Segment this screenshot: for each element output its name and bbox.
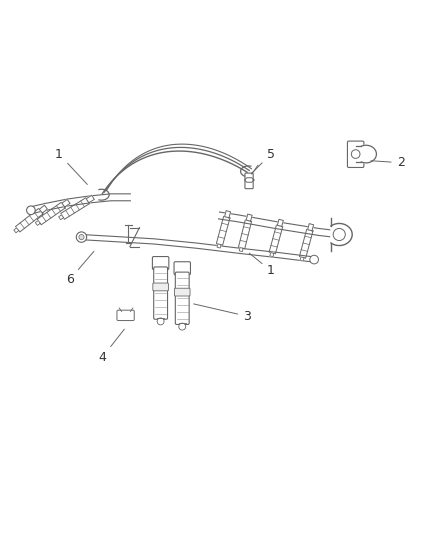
Polygon shape (62, 199, 70, 207)
Circle shape (310, 255, 318, 264)
Circle shape (79, 235, 84, 240)
FancyBboxPatch shape (174, 262, 191, 274)
Circle shape (27, 206, 35, 215)
Text: 6: 6 (66, 252, 94, 286)
FancyBboxPatch shape (152, 256, 169, 270)
Polygon shape (39, 205, 47, 213)
Polygon shape (361, 146, 376, 163)
Polygon shape (217, 244, 221, 248)
FancyBboxPatch shape (117, 310, 134, 320)
Polygon shape (59, 215, 64, 220)
FancyBboxPatch shape (153, 283, 168, 291)
Polygon shape (216, 216, 230, 245)
FancyBboxPatch shape (154, 267, 168, 319)
Text: 2: 2 (371, 156, 405, 169)
Text: 4: 4 (98, 329, 124, 364)
Polygon shape (35, 221, 40, 225)
Text: 3: 3 (194, 304, 251, 322)
Text: 5: 5 (251, 148, 275, 174)
Circle shape (333, 229, 345, 240)
Polygon shape (61, 198, 89, 219)
Polygon shape (15, 208, 43, 232)
FancyBboxPatch shape (347, 141, 364, 167)
Circle shape (351, 150, 360, 158)
FancyBboxPatch shape (245, 173, 253, 189)
Polygon shape (81, 235, 314, 262)
Polygon shape (238, 220, 251, 249)
Polygon shape (86, 195, 94, 203)
Text: 1: 1 (249, 253, 275, 277)
Polygon shape (239, 247, 243, 252)
FancyBboxPatch shape (174, 288, 190, 296)
Circle shape (179, 323, 186, 330)
Polygon shape (30, 194, 131, 214)
Text: 1: 1 (55, 148, 87, 184)
Polygon shape (269, 225, 283, 254)
Polygon shape (270, 253, 274, 257)
FancyBboxPatch shape (175, 272, 189, 325)
Polygon shape (331, 223, 352, 246)
Polygon shape (246, 214, 252, 221)
Circle shape (76, 232, 87, 243)
Circle shape (157, 318, 164, 325)
Polygon shape (37, 202, 65, 225)
Polygon shape (14, 228, 19, 233)
Polygon shape (307, 224, 314, 231)
Polygon shape (300, 257, 304, 261)
Polygon shape (219, 212, 337, 238)
Polygon shape (277, 219, 283, 227)
Polygon shape (225, 211, 230, 218)
Polygon shape (300, 229, 313, 258)
